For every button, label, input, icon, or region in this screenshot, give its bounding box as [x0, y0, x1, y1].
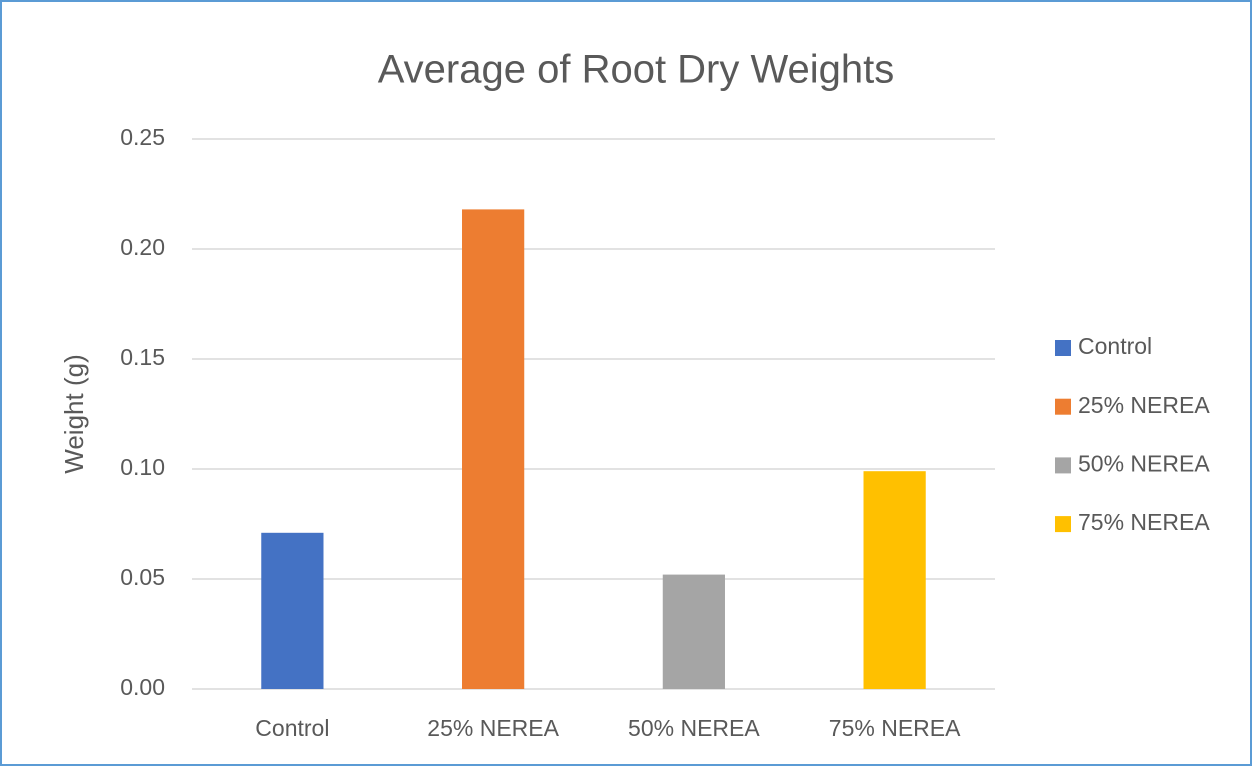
- legend-label: 50% NEREA: [1078, 450, 1210, 476]
- legend-swatch: [1055, 457, 1071, 474]
- legend-label: Control: [1078, 333, 1152, 359]
- legend-swatch: [1055, 516, 1071, 533]
- y-tick-label: 0.10: [120, 454, 165, 480]
- legend-label: 75% NEREA: [1078, 509, 1210, 535]
- y-tick-label: 0.25: [120, 124, 165, 150]
- bar: [863, 471, 926, 689]
- bar: [462, 209, 525, 689]
- y-tick-label: 0.15: [120, 344, 165, 370]
- x-tick-label: Control: [255, 715, 329, 741]
- x-tick-label: 25% NEREA: [427, 715, 559, 741]
- y-tick-label: 0.20: [120, 234, 165, 260]
- legend-label: 25% NEREA: [1078, 392, 1210, 418]
- bar: [662, 574, 725, 689]
- legend-swatch: [1055, 340, 1071, 356]
- legend-swatch: [1055, 398, 1071, 415]
- y-tick-label: 0.05: [120, 564, 165, 590]
- y-tick-label: 0.00: [120, 674, 165, 700]
- y-axis-label: Weight (g): [59, 354, 89, 473]
- bar: [261, 532, 324, 689]
- x-tick-label: 75% NEREA: [829, 715, 961, 741]
- chart-title: Average of Root Dry Weights: [378, 48, 895, 92]
- x-tick-label: 50% NEREA: [628, 715, 760, 741]
